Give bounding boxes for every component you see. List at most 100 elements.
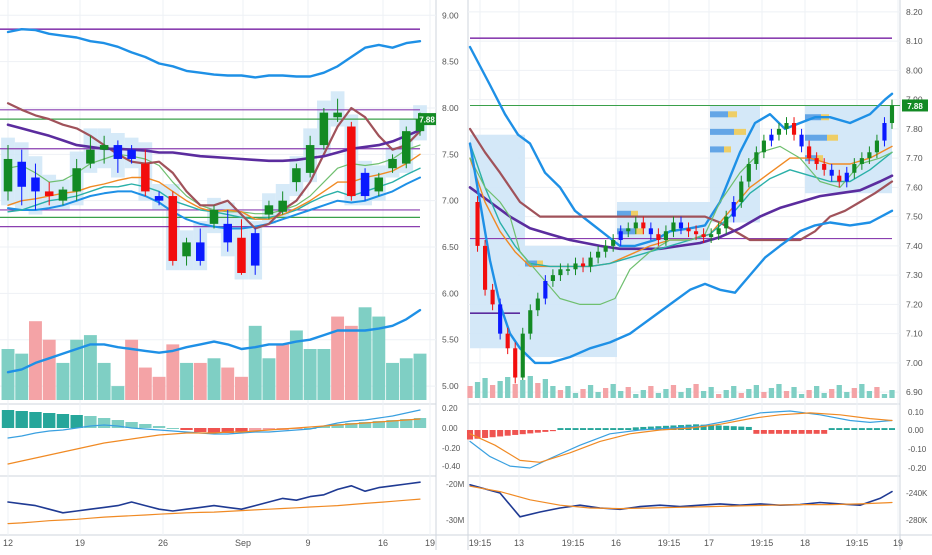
left-volume-bar [399, 358, 413, 400]
left-candle-body [250, 233, 260, 266]
left-candle-body [264, 205, 274, 215]
right-macd-y-tick-label: 0.00 [908, 426, 924, 435]
right-price-tag: 7.88 [907, 102, 923, 111]
right-macd-hist-bar [745, 426, 752, 430]
right-volume-bar [640, 390, 646, 398]
right-macd-hist-bar [512, 430, 519, 435]
right-candle-body [513, 348, 518, 378]
right-volume-profile-bar [537, 260, 543, 267]
right-y-tick-label: 7.20 [906, 299, 923, 309]
left-macd-hist-bar [84, 416, 97, 428]
left-macd-hist-bar [194, 428, 207, 432]
right-candle-body [731, 202, 736, 217]
right-y-tick-label: 8.00 [906, 65, 923, 75]
right-volume-bar [557, 390, 564, 398]
right-candle-body [746, 163, 751, 182]
right-macd-hist-bar [647, 426, 654, 430]
right-macd-hist-bar [542, 430, 549, 432]
left-volume-bar [29, 321, 42, 400]
right-y-tick-label: 7.50 [906, 212, 923, 222]
right-volume-bar [874, 387, 880, 398]
left-y-tick-label: 6.00 [442, 288, 459, 298]
right-macd-hist-bar [610, 428, 617, 430]
left-volume-bar [138, 367, 152, 400]
right-volume-bar [761, 392, 767, 398]
right-macd-hist-bar [775, 430, 782, 434]
right-volume-profile-bar [827, 134, 838, 141]
left-volume-bar [111, 386, 125, 400]
right-macd-y-tick-label: -0.10 [908, 445, 927, 454]
left-macd-hist-bar [15, 411, 28, 428]
right-mid-line [468, 174, 894, 251]
right-candle-body [686, 228, 691, 232]
right-volume-bar [482, 378, 488, 398]
right-volume-bar [723, 390, 729, 398]
left-macd-hist-bar [125, 422, 138, 428]
right-candle-body [769, 134, 774, 141]
left-upper-band-line [6, 28, 422, 79]
left-macd-hist-bar [56, 414, 70, 428]
right-candle-body [596, 251, 601, 258]
left-price-tag-box [418, 113, 436, 126]
right-candle-body [633, 222, 638, 229]
right-obv-y-tick-label: -240K [906, 489, 928, 498]
right-candle-body [618, 231, 623, 241]
left-macd-hist-bar [1, 410, 15, 428]
right-macd-hist-bar [858, 428, 865, 430]
right-candle-body [844, 172, 849, 182]
right-macd-hist-bar [873, 428, 880, 430]
right-candle-body [814, 158, 819, 164]
left-candle-body [196, 242, 205, 261]
right-macd-hist-bar [534, 430, 541, 433]
left-brown-line [6, 102, 422, 230]
right-candle-body [573, 263, 578, 270]
right-obv-average-line [469, 485, 893, 510]
right-candle-body [716, 228, 721, 235]
left-volume-bar [42, 339, 56, 400]
left-volume-bar [180, 362, 193, 400]
right-x-tick-label: 19 [893, 538, 903, 548]
left-volume-bar [1, 349, 15, 400]
right-y-tick-label: 7.00 [906, 358, 923, 368]
right-price-tag-box [902, 99, 928, 112]
right-volume-bar [776, 384, 782, 398]
right-volume-bar [512, 384, 518, 398]
right-volume-bar [685, 388, 692, 398]
right-volume-bar [550, 386, 556, 398]
left-volume-bar [207, 358, 221, 400]
left-candle-body [305, 145, 315, 173]
right-macd-hist-bar [564, 428, 571, 430]
right-candle-body [859, 158, 864, 164]
right-candle-body [807, 146, 812, 159]
right-volume-bar [648, 386, 654, 398]
right-macd-hist-bar [851, 428, 858, 430]
right-candle-body [867, 152, 872, 159]
left-volume-average-line [6, 308, 422, 374]
left-x-tick-label: 12 [3, 538, 13, 548]
right-x-tick-label: 18 [800, 538, 810, 548]
right-x-tick-label: 19:15 [562, 538, 585, 548]
left-volume-bar [83, 335, 97, 400]
right-volume-bar [595, 392, 601, 398]
right-volume-bar [655, 393, 662, 398]
left-volume-bar [70, 339, 84, 400]
right-macd-hist-bar [723, 425, 730, 430]
right-macd-hist-bar [888, 428, 896, 430]
left-volume-bar [56, 362, 70, 400]
left-volume-bar [358, 307, 372, 400]
left-macd-hist-bar [358, 422, 372, 428]
right-candle-body [475, 202, 480, 246]
right-macd-hist-bar [474, 430, 481, 439]
left-candle-body [44, 191, 54, 197]
left-macd-y-tick-label: -0.20 [442, 444, 461, 453]
right-x-tick-label: 19:15 [469, 538, 492, 548]
right-candle-body [784, 123, 789, 129]
left-volume-bar [262, 358, 276, 400]
right-y-tick-label: 7.80 [906, 124, 923, 134]
right-macd-hist-bar [602, 428, 609, 430]
right-macd-hist-bar [504, 430, 511, 436]
right-macd-hist-bar [783, 430, 790, 434]
left-candle-body [415, 119, 425, 132]
right-volume-bar [844, 392, 850, 398]
right-volume-bar [731, 386, 737, 398]
